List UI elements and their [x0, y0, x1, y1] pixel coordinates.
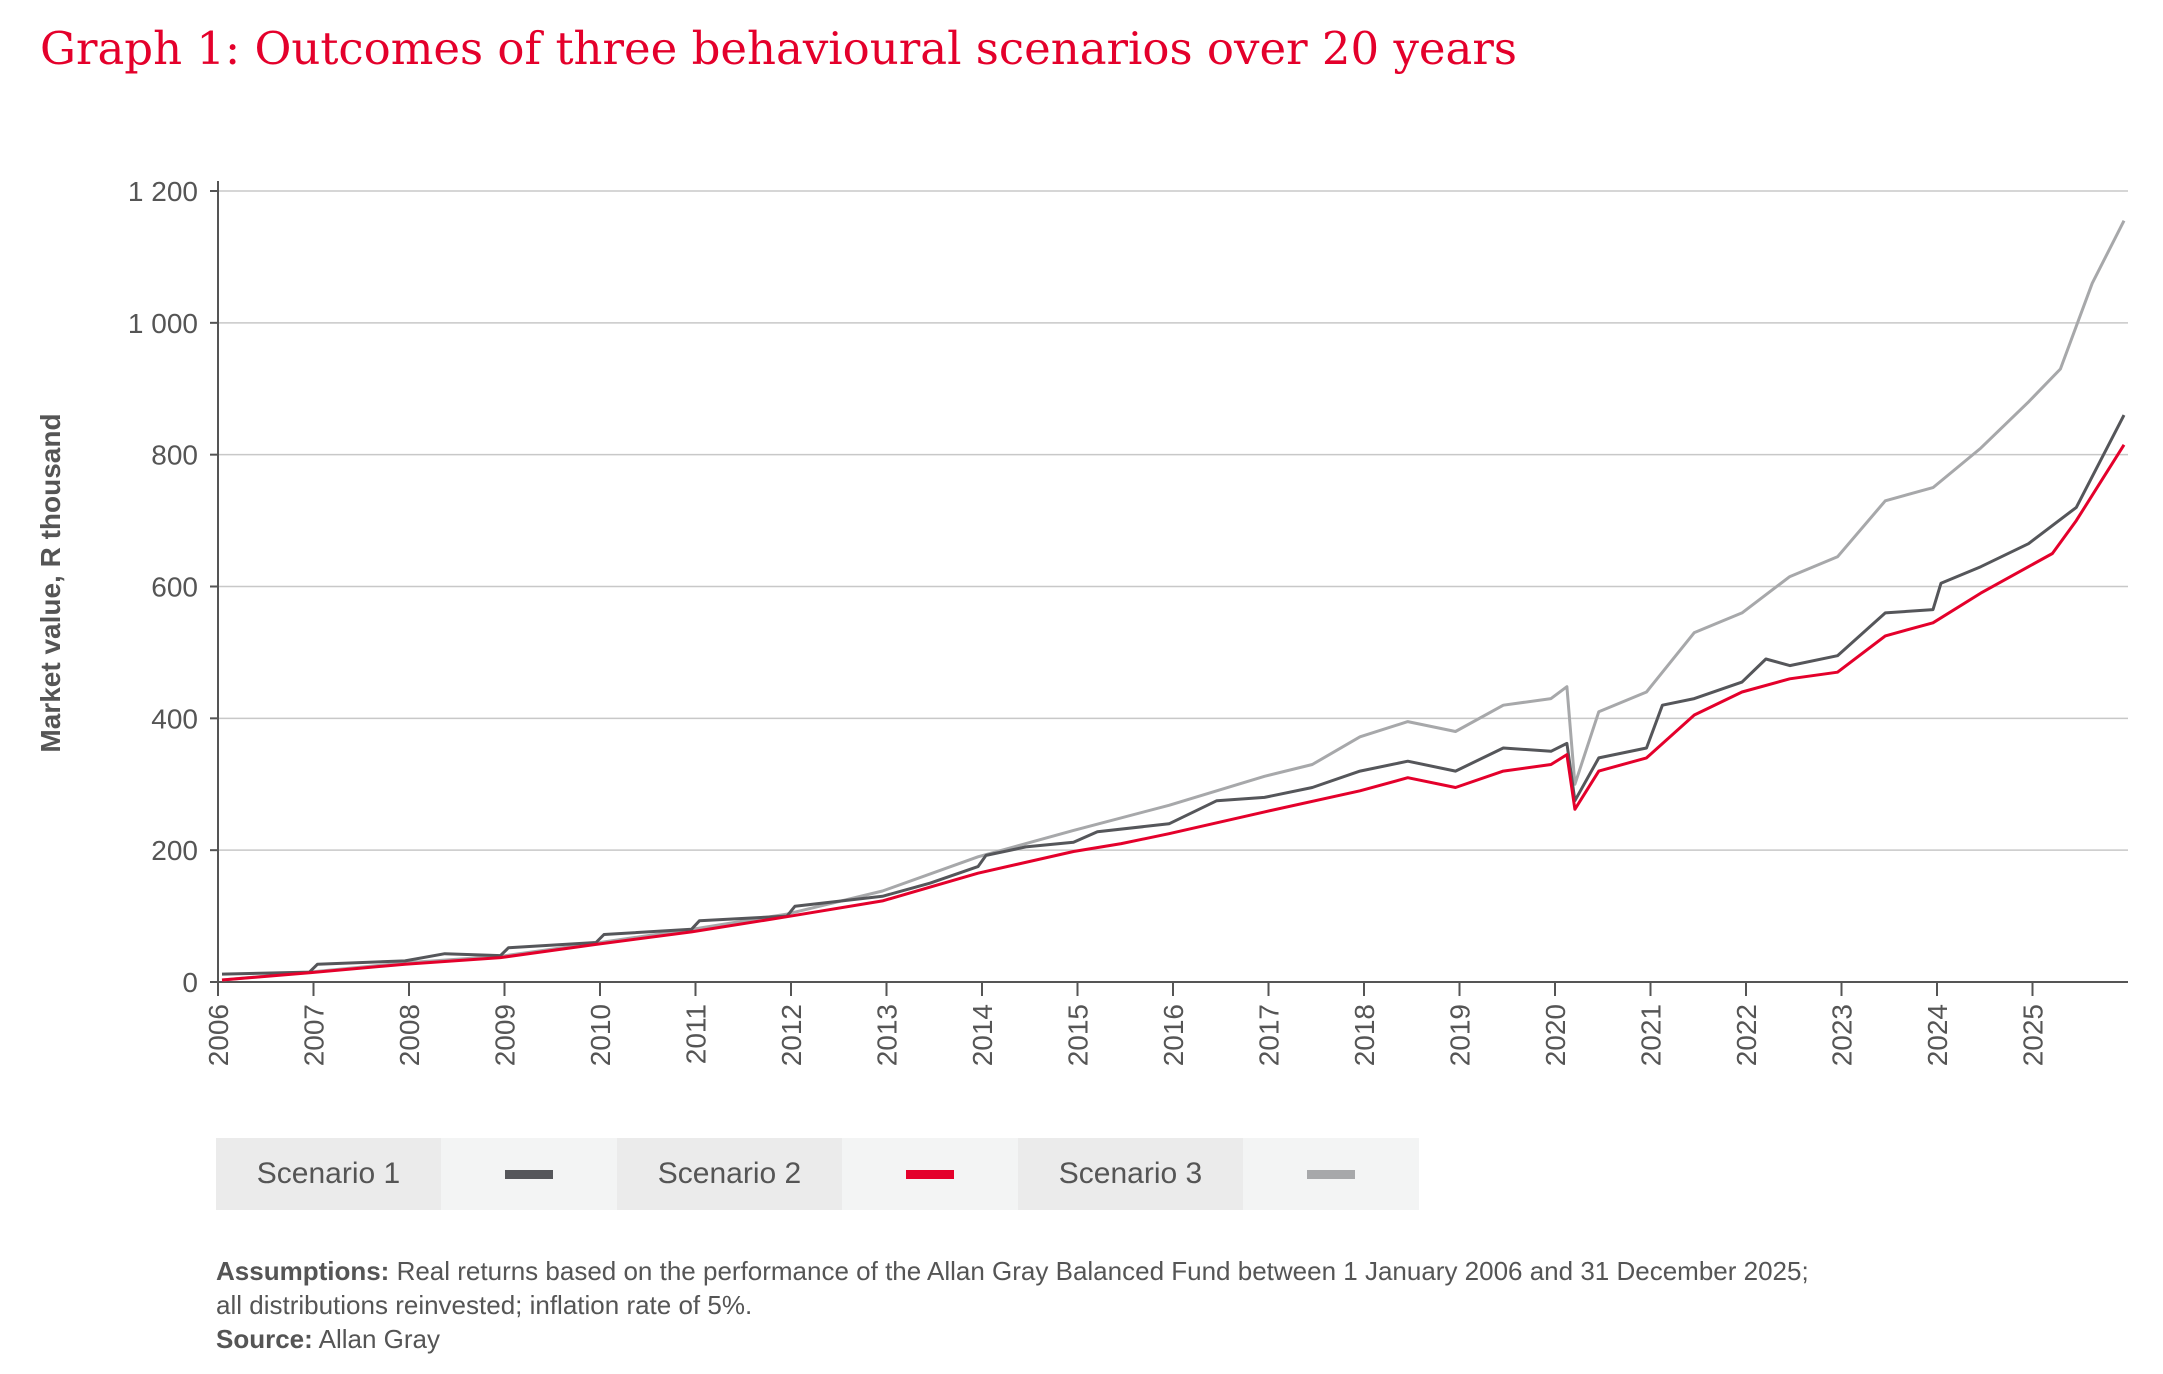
y-tick-label: 600: [151, 572, 198, 603]
x-tick-label: 2015: [1063, 1004, 1094, 1066]
x-tick-label: 2016: [1158, 1004, 1189, 1066]
line-chart: 0 200 400 600 800 1 000 1 200 2006 2007 2008 2009…: [35, 176, 2128, 1066]
legend-label-scenario-1: Scenario 1: [216, 1138, 441, 1210]
assumptions-text-2: all distributions reinvested; inflation …: [216, 1290, 753, 1320]
series-line-scenario-1: [221, 414, 2126, 976]
y-axis-title: Market value, R thousand: [35, 413, 66, 752]
x-axis: 2006 2007 2008 2009 2010 2011 2012 2013 2014 2015…: [203, 981, 2128, 1066]
x-tick-label: 2025: [2018, 1004, 2049, 1066]
assumptions-text: Real returns based on the performance of…: [389, 1256, 1809, 1286]
gridlines: [218, 190, 2128, 851]
footnotes: Assumptions: Real returns based on the p…: [216, 1254, 1809, 1356]
x-tick-label: 2024: [1922, 1004, 1953, 1066]
series-line-scenario-2: [221, 444, 2126, 982]
series-lines: [221, 220, 2126, 982]
x-tick-label: 2018: [1349, 1004, 1380, 1066]
y-tick-label: 1 200: [128, 176, 198, 207]
y-tick-label: 1 000: [128, 308, 198, 339]
x-tick-label: 2020: [1540, 1004, 1571, 1066]
y-tick-label: 400: [151, 703, 198, 734]
legend-label-scenario-2: Scenario 2: [617, 1138, 842, 1210]
x-tick-label: 2021: [1636, 1004, 1667, 1066]
legend-swatch-scenario-3: [1243, 1138, 1419, 1210]
x-tick-label: 2014: [967, 1004, 998, 1066]
legend-swatch-scenario-2: [842, 1138, 1018, 1210]
x-tick-label: 2022: [1731, 1004, 1762, 1066]
y-axis: 0 200 400 600 800 1 000 1 200: [128, 176, 219, 998]
y-tick-label: 800: [151, 440, 198, 471]
y-tick-label: 0: [182, 967, 198, 998]
legend-swatch-scenario-1: [441, 1138, 617, 1210]
source-text: Allan Gray: [312, 1324, 440, 1354]
chart-title: Graph 1: Outcomes of three behavioural s…: [40, 22, 1517, 75]
x-tick-label: 2012: [776, 1004, 807, 1066]
y-tick-label: 200: [151, 835, 198, 866]
x-tick-label: 2008: [394, 1004, 425, 1066]
series-line-scenario-3: [221, 220, 2126, 982]
legend: Scenario 1 Scenario 2 Scenario 3: [216, 1138, 1419, 1210]
x-tick-label: 2019: [1445, 1004, 1476, 1066]
x-tick-label: 2009: [490, 1004, 521, 1066]
x-tick-label: 2013: [872, 1004, 903, 1066]
x-tick-label: 2007: [299, 1004, 330, 1066]
x-tick-label: 2010: [585, 1004, 616, 1066]
x-tick-label: 2017: [1254, 1004, 1285, 1066]
x-tick-label: 2023: [1827, 1004, 1858, 1066]
x-tick-label: 2006: [203, 1004, 234, 1066]
source-label: Source:: [216, 1324, 313, 1354]
legend-label-scenario-3: Scenario 3: [1018, 1138, 1243, 1210]
assumptions-label: Assumptions:: [216, 1256, 390, 1286]
x-tick-label: 2011: [681, 1004, 712, 1064]
